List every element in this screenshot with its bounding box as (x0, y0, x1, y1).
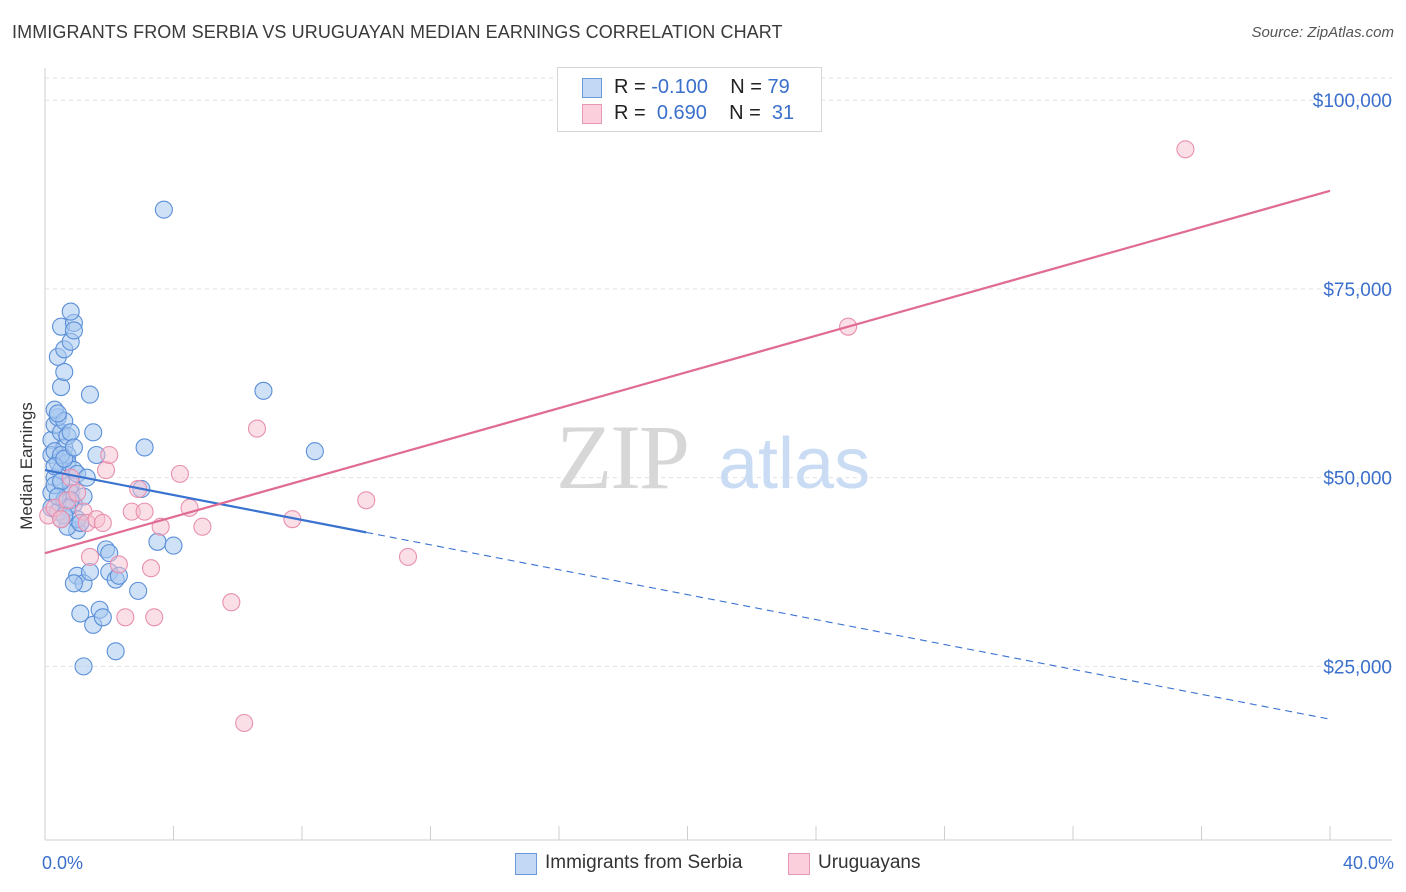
point-serbia (61, 423, 80, 442)
point-serbia (80, 385, 100, 404)
point-serbia (254, 381, 273, 400)
legend-n-value: 31 (771, 102, 795, 124)
legend-r-label: R = (614, 102, 652, 124)
series-uruguay-points (39, 140, 1195, 733)
x-tick-label-end: 40.0% (1343, 853, 1394, 873)
watermark: ZIP atlas (556, 406, 870, 508)
watermark-atlas: atlas (718, 424, 870, 504)
tick-labels: $25,000 $50,000 $75,000 $100,000 0.0% 40.0% (42, 91, 1394, 873)
legend-n-label: N = (729, 102, 767, 124)
chart-title: IMMIGRANTS FROM SERBIA VS URUGUAYAN MEDI… (12, 22, 783, 42)
trend-serbia-dashed (366, 531, 1331, 720)
series-serbia-points (42, 200, 324, 676)
legend-n-value: 79 (767, 76, 790, 98)
bottom-legend-label-serbia: Immigrants from Serbia (545, 852, 743, 873)
point-serbia (55, 362, 74, 382)
trend-uruguay (44, 189, 1331, 555)
point-serbia (80, 562, 100, 582)
bottom-legend-swatch-uruguay (788, 853, 810, 875)
point-serbia (71, 604, 90, 623)
y-tick-label: $50,000 (1323, 469, 1392, 490)
point-serbia (61, 302, 80, 321)
point-uruguay (116, 608, 135, 627)
point-uruguay (193, 517, 212, 536)
legend-n-label: N = (730, 76, 768, 98)
legend-r-label: R = (614, 76, 652, 98)
point-serbia (84, 423, 103, 442)
legend-swatch-uruguay (582, 104, 602, 124)
point-serbia (305, 442, 324, 461)
point-uruguay (398, 547, 418, 566)
point-uruguay (145, 608, 164, 627)
source-label: Source: ZipAtlas.com (1251, 24, 1394, 41)
trend-lines (44, 189, 1331, 720)
point-uruguay (235, 713, 254, 733)
point-uruguay (1176, 140, 1195, 159)
watermark-zip: ZIP (556, 406, 688, 508)
grid-lines (45, 77, 1392, 667)
point-serbia (93, 608, 112, 627)
trend-serbia-solid (44, 469, 367, 534)
y-tick-label: $100,000 (1313, 91, 1392, 112)
y-axis-label: Median Earnings (17, 402, 36, 530)
point-uruguay (357, 491, 376, 510)
point-serbia (48, 404, 67, 423)
point-serbia (129, 581, 148, 600)
point-uruguay (52, 510, 71, 529)
y-tick-label: $75,000 (1323, 280, 1392, 301)
point-serbia (64, 321, 83, 340)
point-uruguay (109, 555, 128, 574)
correlation-legend: R = -0.100 N = 79 R = 0.690 N = 31 (557, 67, 822, 132)
point-serbia (52, 378, 71, 397)
point-serbia (64, 574, 83, 593)
point-uruguay (93, 513, 112, 532)
point-serbia (135, 438, 154, 457)
point-uruguay (100, 445, 119, 465)
point-serbia (148, 532, 167, 551)
point-serbia (154, 200, 173, 219)
bottom-legend-swatch-serbia (515, 853, 537, 875)
point-serbia (64, 438, 83, 457)
point-uruguay (135, 502, 154, 521)
legend-r-value: -0.100 (651, 76, 708, 98)
point-uruguay (80, 547, 100, 566)
point-serbia (164, 536, 183, 555)
point-uruguay (96, 461, 116, 480)
y-tick-label: $25,000 (1323, 657, 1392, 678)
point-serbia (106, 642, 125, 661)
point-uruguay (222, 593, 241, 612)
point-uruguay (247, 419, 267, 438)
point-uruguay (68, 483, 87, 502)
x-tick-label-start: 0.0% (42, 853, 83, 873)
point-uruguay (61, 468, 80, 487)
point-uruguay (170, 464, 189, 483)
point-serbia (74, 657, 93, 676)
legend-r-value: 0.690 (656, 102, 707, 124)
bottom-legend-label-uruguay: Uruguayans (818, 852, 921, 873)
point-uruguay (141, 559, 161, 578)
legend-swatch-serbia (582, 78, 602, 98)
